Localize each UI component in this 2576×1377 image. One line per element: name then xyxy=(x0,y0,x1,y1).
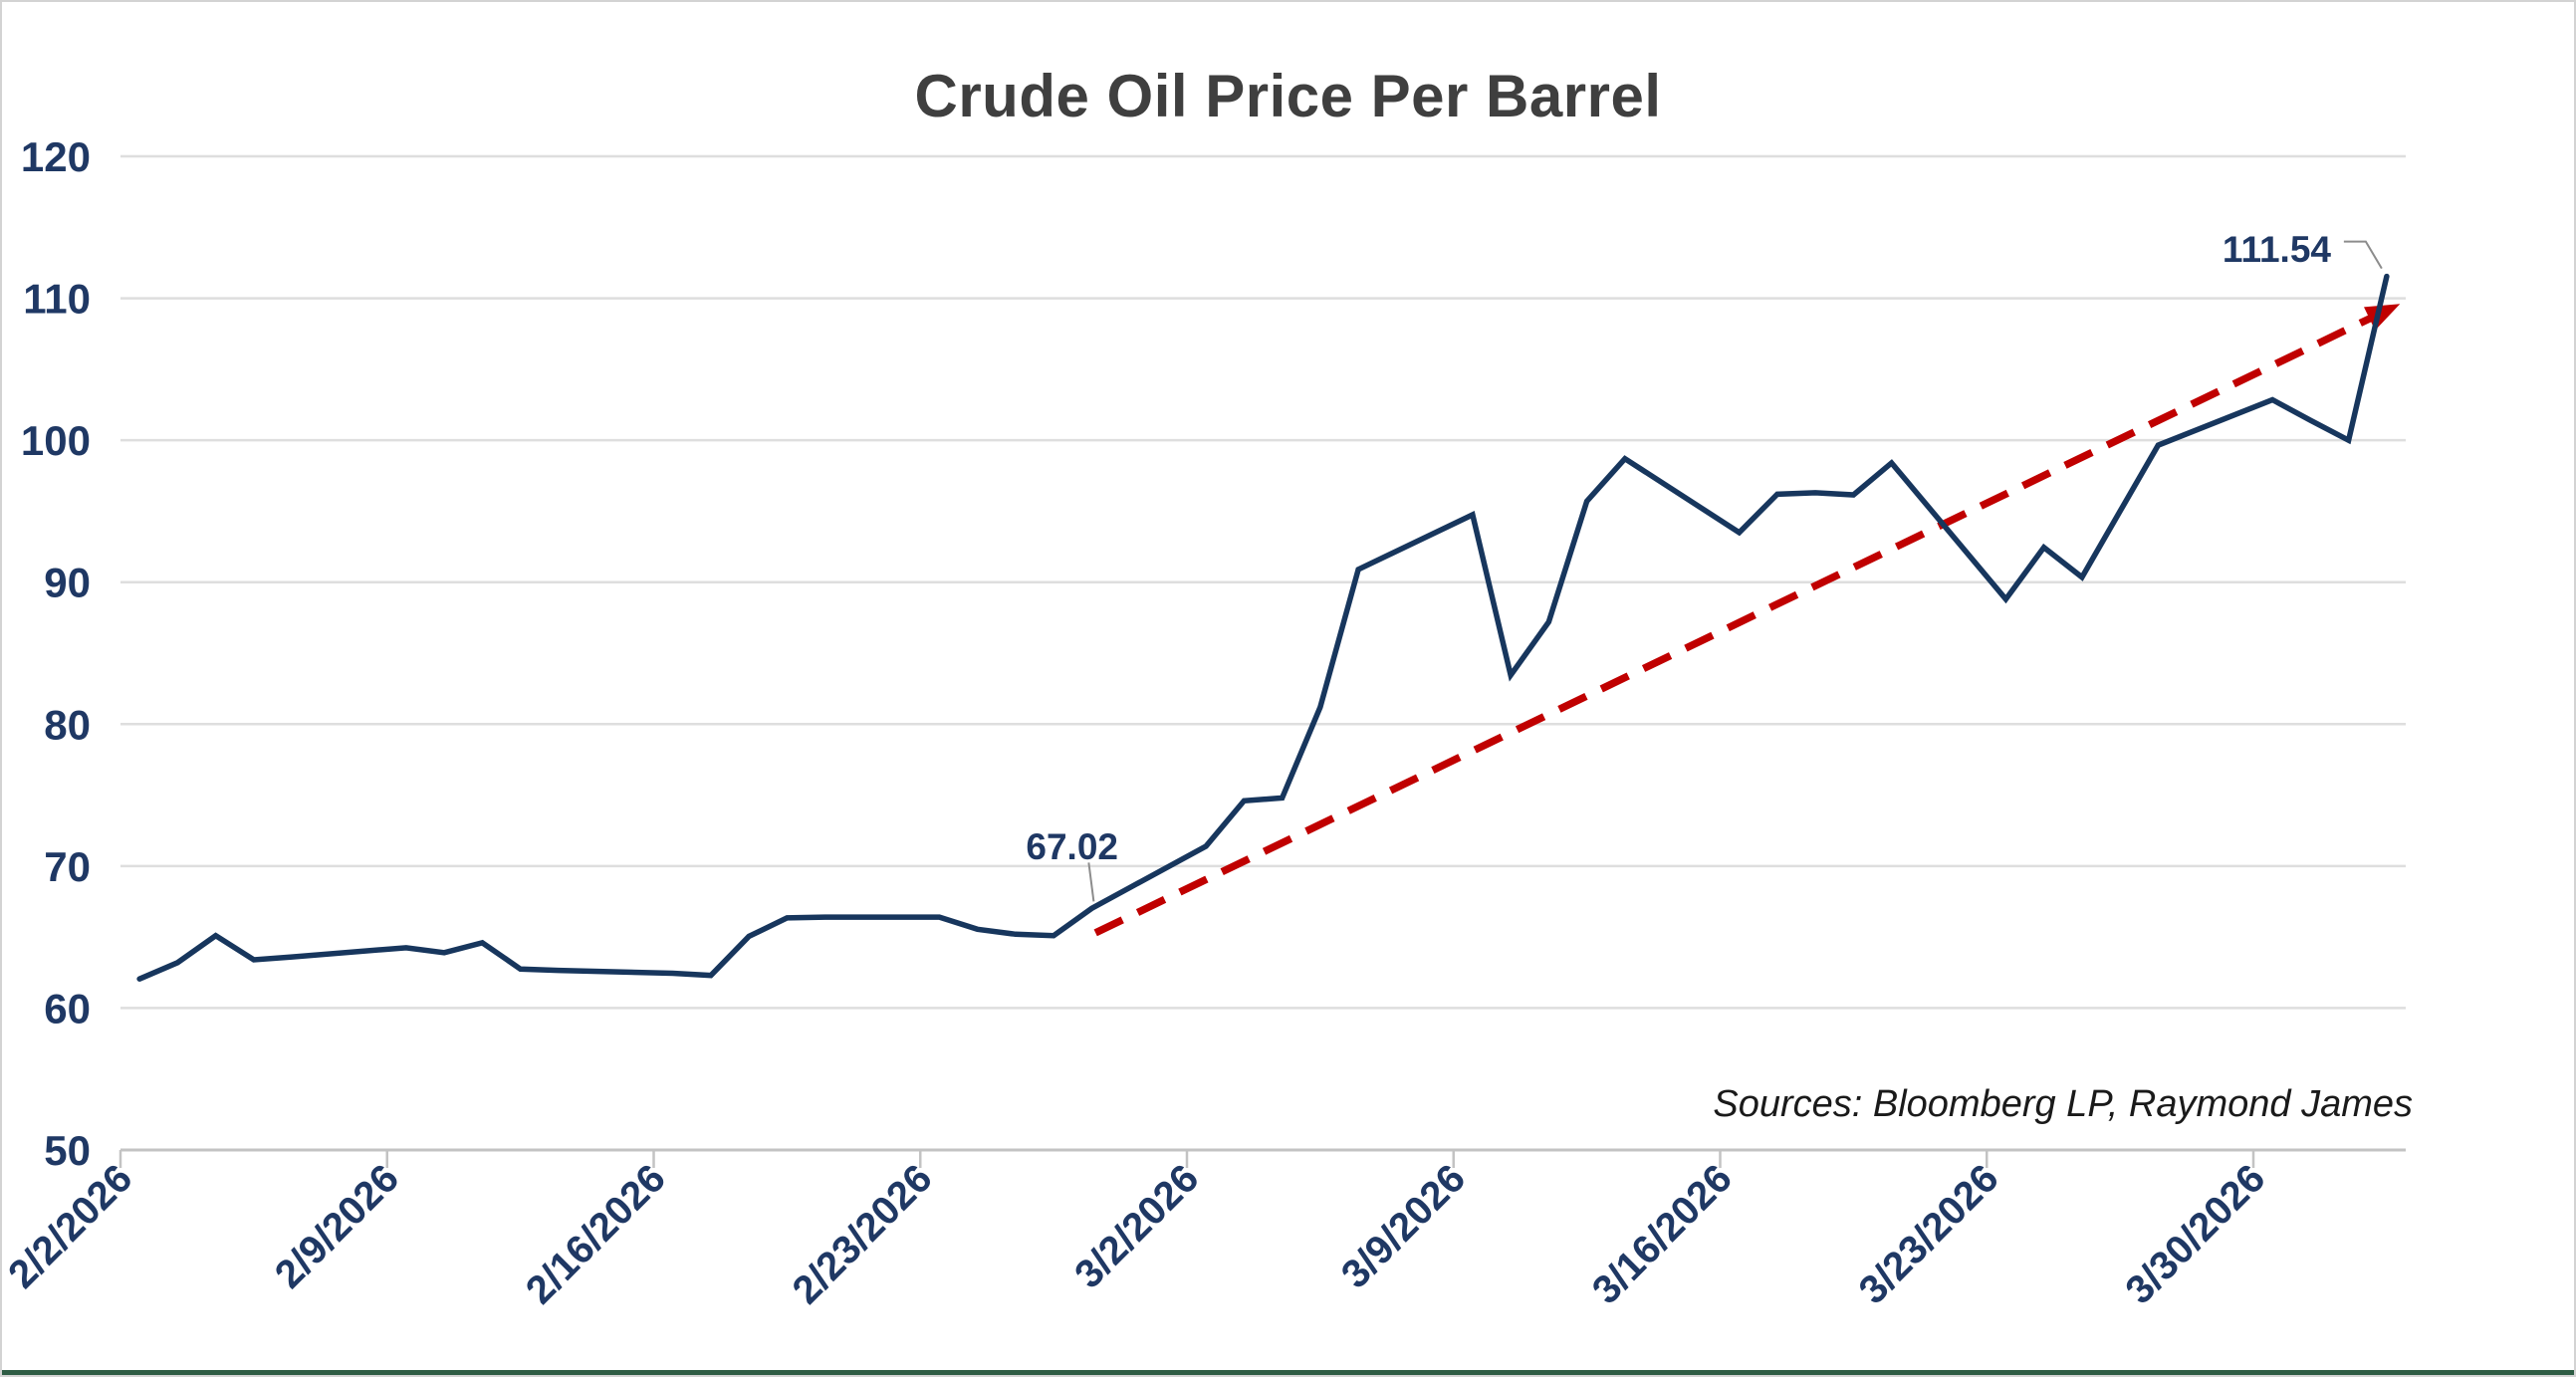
y-axis-label: 90 xyxy=(44,560,91,606)
y-axis-label: 80 xyxy=(44,701,91,748)
callout-line-111-54 xyxy=(2343,240,2383,270)
annotation-67-02: 67.02 xyxy=(1026,826,1118,867)
x-axis-label: 3/16/2026 xyxy=(1584,1156,1741,1312)
x-axis-label: 2/23/2026 xyxy=(785,1156,941,1312)
x-axis-label: 3/30/2026 xyxy=(2117,1156,2273,1312)
y-axis-label: 100 xyxy=(21,417,91,464)
annotation-111-54: 111.54 xyxy=(2222,229,2331,270)
y-axis-label: 110 xyxy=(23,276,91,323)
trend-line xyxy=(1093,312,2379,937)
bottom-accent-bar xyxy=(2,1370,2574,1375)
y-axis-label: 120 xyxy=(21,133,91,180)
source-note: Sources: Bloomberg LP, Raymond James xyxy=(1713,1083,2413,1125)
x-axis-label: 2/16/2026 xyxy=(518,1156,674,1312)
y-axis-label: 70 xyxy=(44,843,91,890)
x-axis-label: 3/2/2026 xyxy=(1066,1156,1207,1296)
callout-line-67-02 xyxy=(1087,862,1095,902)
y-axis-label: 60 xyxy=(44,985,91,1032)
price-line xyxy=(136,273,2390,982)
y-axis-label: 50 xyxy=(44,1127,91,1174)
x-axis-label: 2/9/2026 xyxy=(267,1156,407,1296)
x-axis-label: 3/23/2026 xyxy=(1851,1156,2007,1312)
x-axis-label: 3/9/2026 xyxy=(1333,1156,1474,1296)
chart-title: Crude Oil Price Per Barrel xyxy=(914,63,1662,129)
x-axis-label: 2/2/2026 xyxy=(2,1156,140,1296)
